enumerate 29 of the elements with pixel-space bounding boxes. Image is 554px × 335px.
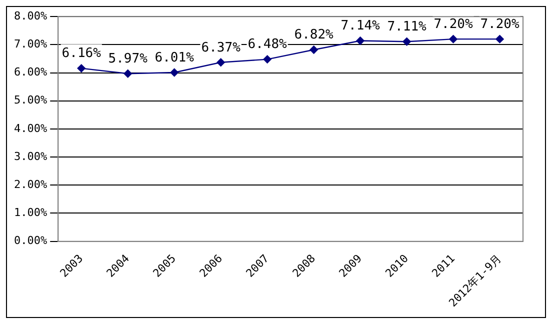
data-label: 6.48% (248, 37, 288, 52)
y-tick-label: 6.00% (14, 66, 48, 79)
point (496, 34, 504, 44)
data-label: 5.97% (108, 52, 148, 66)
data-label: 6.82% (294, 28, 334, 43)
y-tick-label: 5.00% (14, 94, 48, 107)
y-tick-label: 3.00% (14, 150, 48, 163)
point (402, 38, 411, 46)
y-tick-label: 0.00% (14, 234, 48, 248)
point (216, 58, 225, 66)
point (356, 36, 364, 45)
data-label: 7.20% (434, 16, 474, 32)
y-tick-label: 4.00% (14, 122, 48, 135)
point (170, 68, 178, 77)
data-label: 6.16% (62, 46, 102, 62)
data-label: 7.20% (480, 16, 520, 32)
y-tick-label: 7.00% (14, 38, 48, 51)
y-tick-label: 2.00% (14, 178, 48, 192)
point (263, 55, 272, 64)
point (124, 70, 132, 78)
data-label: 6.01% (154, 50, 194, 66)
point (310, 46, 318, 54)
y-tick-label: 8.00% (14, 9, 48, 22)
y-tick-label: 1.00% (14, 206, 48, 220)
point (449, 34, 458, 44)
data-label: 6.37% (201, 40, 241, 56)
data-label: 7.11% (387, 19, 427, 34)
point (77, 64, 86, 72)
data-label: 7.14% (340, 18, 380, 34)
